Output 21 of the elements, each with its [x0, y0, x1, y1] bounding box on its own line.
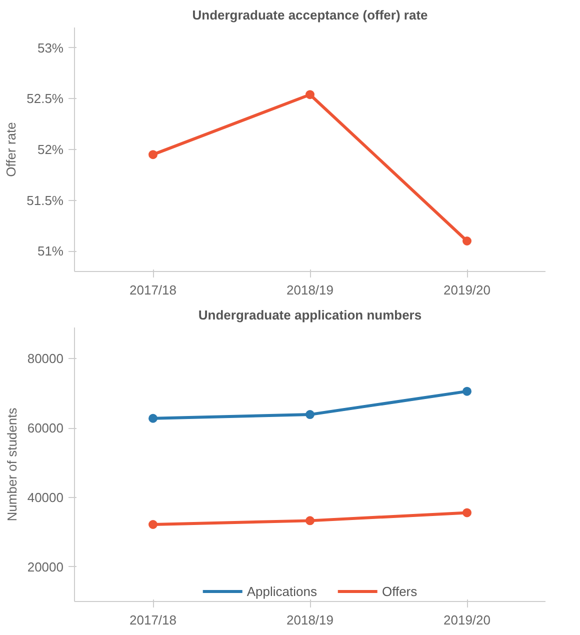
y-axis-title: Offer rate — [4, 122, 19, 177]
x-tick-label: 2019/20 — [444, 612, 491, 628]
x-tick-label: 2018/19 — [286, 612, 334, 628]
legend-label: Applications — [246, 584, 317, 598]
y-tick-label: 53% — [37, 40, 64, 56]
y-tick-label: 51.5% — [26, 192, 64, 208]
chart-title: Undergraduate application numbers — [198, 308, 422, 322]
chart-title: Undergraduate acceptance (offer) rate — [192, 8, 428, 22]
legend-label: Offers — [382, 584, 418, 598]
y-tick-label: 20000 — [27, 559, 64, 574]
y-tick-label: 52.5% — [26, 91, 64, 106]
x-tick-label: 2019/20 — [444, 282, 491, 298]
y-tick-label: 80000 — [27, 351, 64, 366]
x-tick-label: 2017/18 — [130, 612, 177, 628]
y-axis-title: Number of students — [4, 407, 20, 522]
x-tick-label: 2018/19 — [286, 282, 334, 298]
y-tick-label: 60000 — [27, 420, 64, 436]
y-tick-label: 51% — [37, 244, 64, 259]
y-tick-label: 40000 — [27, 490, 64, 505]
y-tick-label: 52% — [37, 142, 64, 157]
x-tick-label: 2017/18 — [130, 282, 177, 298]
